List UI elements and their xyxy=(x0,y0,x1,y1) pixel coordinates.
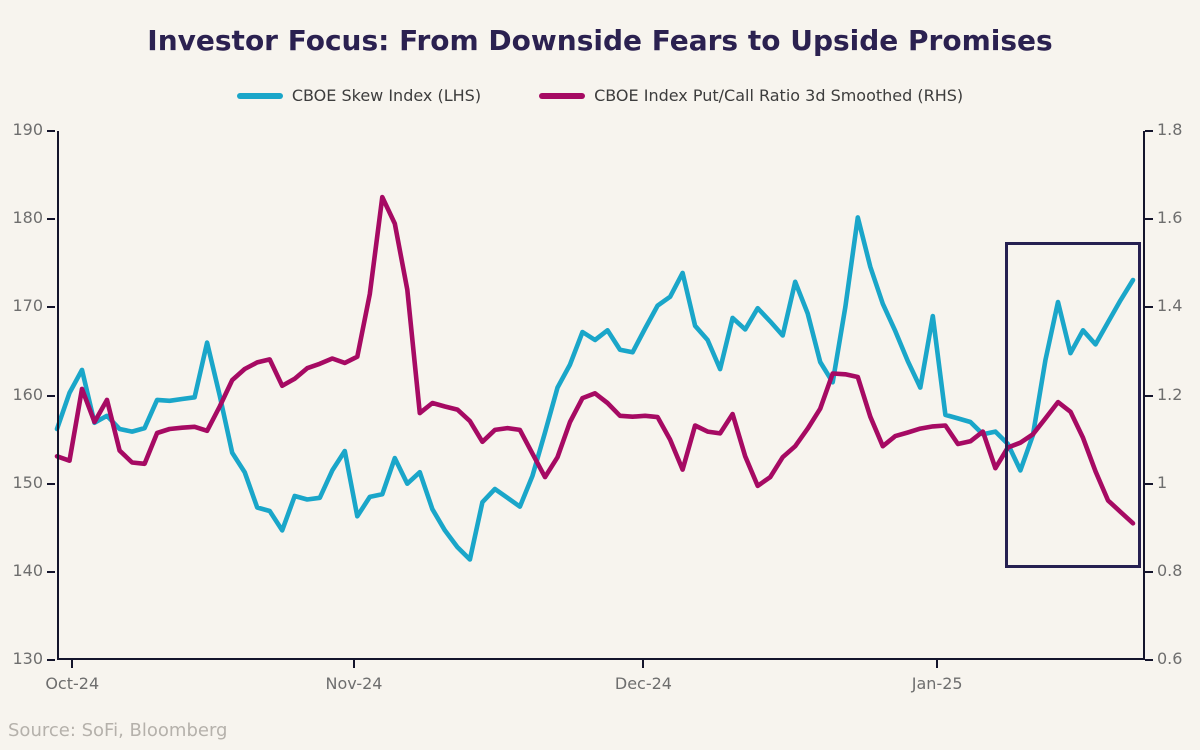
x-axis-tick xyxy=(936,660,939,668)
right-axis-tick-label: 1.8 xyxy=(1157,120,1183,139)
left-axis-tick xyxy=(47,218,55,221)
right-axis-tick xyxy=(1145,570,1153,573)
right-axis-tick-label: 1.2 xyxy=(1157,384,1183,404)
legend-item-putcall: CBOE Index Put/Call Ratio 3d Smoothed (R… xyxy=(539,86,963,105)
left-axis-tick-label: 190 xyxy=(12,120,43,139)
left-axis-tick xyxy=(47,570,55,573)
x-axis-tick xyxy=(71,660,74,668)
right-axis-tick xyxy=(1145,218,1153,221)
x-axis-tick xyxy=(353,660,356,668)
right-axis-tick xyxy=(1145,482,1153,485)
left-axis-spine xyxy=(57,131,59,660)
legend-item-skew: CBOE Skew Index (LHS) xyxy=(236,86,482,105)
left-axis-tick xyxy=(47,482,55,485)
left-axis-tick xyxy=(47,394,55,397)
x-axis-tick-label: Oct-24 xyxy=(45,674,100,693)
left-axis-tick xyxy=(47,306,55,309)
right-axis-tick xyxy=(1145,306,1153,309)
right-axis-tick xyxy=(1145,130,1153,132)
chart-title: Investor Focus: From Downside Fears to U… xyxy=(147,24,1053,57)
plot-area: 190 180 170 160 150 140 130 1.8 1.6 1.4 1.2 1 0.8 0.6… xyxy=(12,120,1182,693)
right-axis-spine xyxy=(1143,131,1145,660)
source-note: Source: SoFi, Bloomberg xyxy=(8,720,228,741)
legend: CBOE Skew Index (LHS) CBOE Index Put/Cal… xyxy=(0,86,1200,105)
putcall-series-line xyxy=(54,194,1136,526)
right-axis-tick-label: 0.6 xyxy=(1157,649,1183,668)
x-axis-tick-label: Dec-24 xyxy=(614,674,672,693)
putcall-legend-swatch-icon xyxy=(539,92,586,99)
x-axis-tick xyxy=(642,660,645,668)
right-axis-tick-label: 0.8 xyxy=(1157,560,1183,580)
left-axis-tick-label: 170 xyxy=(12,296,43,316)
left-axis-tick-label: 180 xyxy=(12,208,43,228)
x-axis-tick-label: Nov-24 xyxy=(325,674,383,693)
series-lines xyxy=(54,194,1136,562)
skew-legend-swatch-icon xyxy=(236,92,283,99)
left-axis-tick-label: 160 xyxy=(12,384,43,404)
skew-series-line xyxy=(54,215,1136,562)
left-axis-tick xyxy=(47,130,55,132)
right-axis-tick-label: 1 xyxy=(1157,472,1168,492)
left-axis-tick-label: 140 xyxy=(12,560,43,580)
left-axis-tick xyxy=(47,659,55,661)
bottom-axis-spine xyxy=(57,658,1145,660)
right-axis-tick-label: 1.6 xyxy=(1157,208,1183,228)
left-axis-tick-label: 130 xyxy=(12,649,43,668)
skew-legend-label: CBOE Skew Index (LHS) xyxy=(291,86,482,105)
x-axis-tick-label: Jan-25 xyxy=(911,674,963,693)
highlight-box xyxy=(1005,241,1142,568)
left-axis-tick-label: 150 xyxy=(12,472,43,492)
putcall-legend-label: CBOE Index Put/Call Ratio 3d Smoothed (R… xyxy=(594,86,964,105)
right-axis-tick xyxy=(1145,394,1153,397)
right-axis-tick xyxy=(1145,659,1153,661)
right-axis-tick-label: 1.4 xyxy=(1157,296,1183,316)
